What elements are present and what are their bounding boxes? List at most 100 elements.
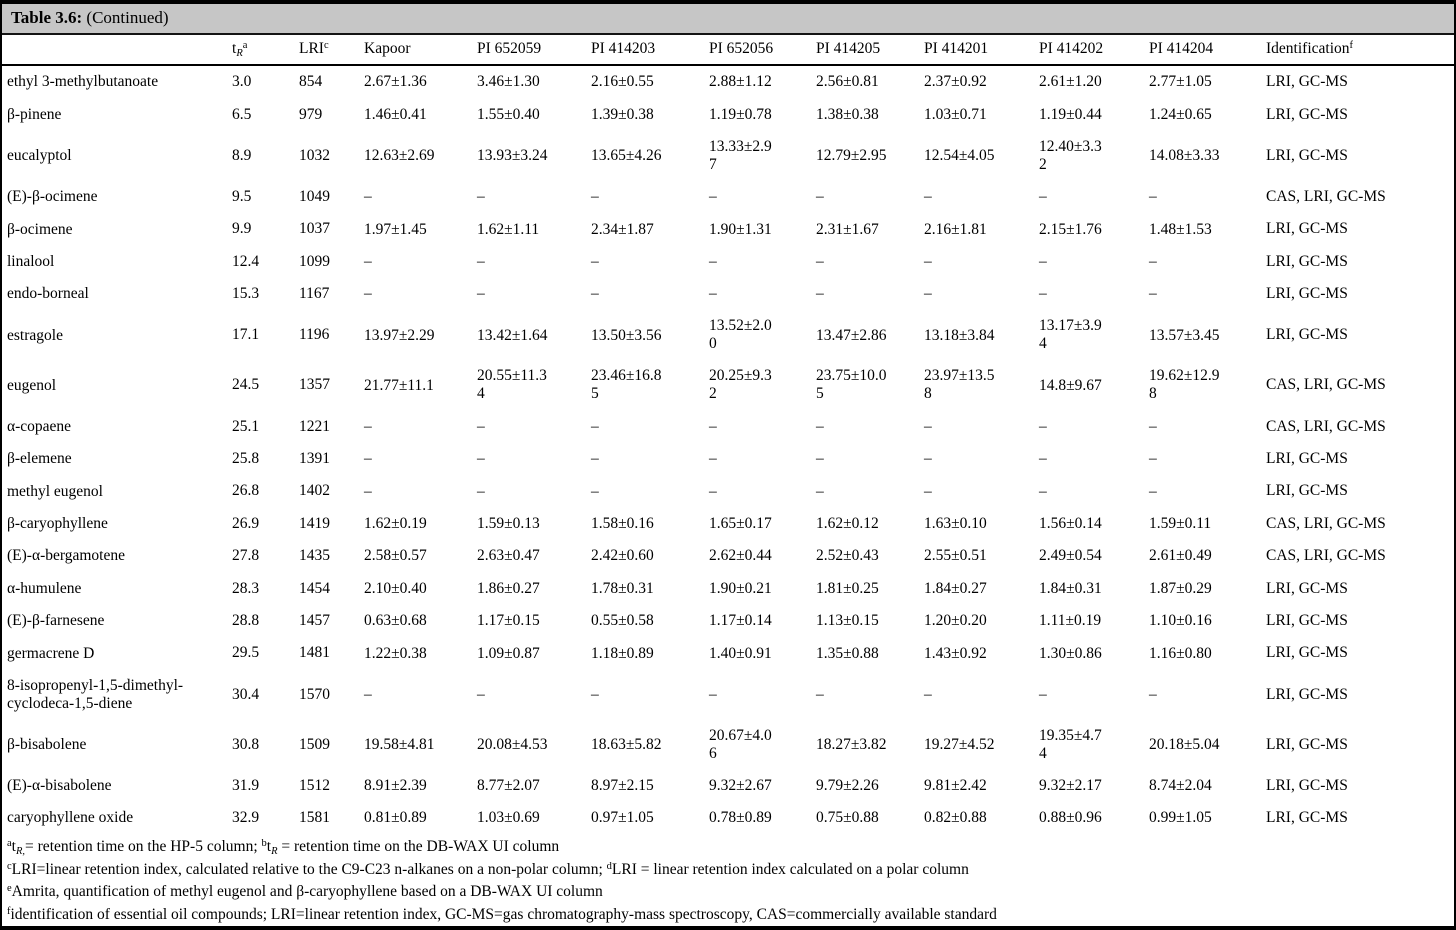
value-cell-pi-414205: 2.31±1.67 xyxy=(816,220,879,238)
value-cell-pi-414201: – xyxy=(924,417,932,435)
compound-name-cell: linalool xyxy=(7,253,55,271)
lri-cell: 1570 xyxy=(299,685,330,703)
value-cell-pi-414202: 9.32±2.17 xyxy=(1039,777,1102,795)
value-cell-kapoor: 19.58±4.81 xyxy=(364,735,435,753)
value-cell-pi-414201: 23.97±13.58 xyxy=(924,367,995,403)
identification-cell: LRI, GC-MS xyxy=(1266,776,1348,794)
column-header-pi-652056: PI 652056 xyxy=(704,35,811,66)
value-cell-pi-652056: 13.33±2.97 xyxy=(709,137,772,173)
value-cell-pi-652059: – xyxy=(477,188,485,206)
column-header-pi-414204: PI 414204 xyxy=(1144,35,1261,66)
value-cell-pi-414203: 1.58±0.16 xyxy=(591,515,654,533)
column-header-identification: Identificationf xyxy=(1261,35,1454,66)
value-cell-kapoor: – xyxy=(364,417,372,435)
identification-cell: LRI, GC-MS xyxy=(1266,482,1348,500)
identification-cell: LRI, GC-MS xyxy=(1266,220,1348,238)
column-header-pi-414205: PI 414205 xyxy=(811,35,919,66)
value-cell-pi-414204: – xyxy=(1149,417,1157,435)
lri-cell: 1049 xyxy=(299,187,330,205)
footnote: fidentification of essential oil compoun… xyxy=(7,905,997,923)
value-cell-pi-414204: – xyxy=(1149,285,1157,303)
value-cell-pi-414201: – xyxy=(924,450,932,468)
retention-time-cell: 12.4 xyxy=(232,252,260,270)
value-cell-pi-652059: 1.55±0.40 xyxy=(477,105,540,123)
compound-name-cell: (E)-β-farnesene xyxy=(7,612,105,630)
table-row: β-ocimene 9.9 1037 1.97±1.45 1.62±1.11 2.34±1… xyxy=(2,213,1454,245)
value-cell-pi-414204: – xyxy=(1149,482,1157,500)
value-cell-pi-414204: 20.18±5.04 xyxy=(1149,735,1220,753)
lri-cell: 1481 xyxy=(299,644,330,662)
value-cell-pi-414205: 2.52±0.43 xyxy=(816,547,879,565)
value-cell-pi-652056: – xyxy=(709,285,717,303)
value-cell-pi-652059: 1.62±1.11 xyxy=(477,220,540,238)
value-cell-pi-414202: – xyxy=(1039,685,1047,703)
value-cell-pi-414205: 1.35±0.88 xyxy=(816,644,879,662)
value-cell-pi-414201: 1.03±0.71 xyxy=(924,105,987,123)
value-cell-pi-414202: 0.88±0.96 xyxy=(1039,809,1102,827)
value-cell-pi-414201: 12.54±4.05 xyxy=(924,147,995,165)
value-cell-pi-652059: 3.46±1.30 xyxy=(477,73,540,91)
value-cell-pi-414205: 12.79±2.95 xyxy=(816,147,887,165)
value-cell-pi-414201: – xyxy=(924,482,932,500)
value-cell-kapoor: – xyxy=(364,285,372,303)
value-cell-pi-414202: 1.84±0.31 xyxy=(1039,579,1102,597)
value-cell-pi-414204: – xyxy=(1149,685,1157,703)
identification-cell: LRI, GC-MS xyxy=(1266,449,1348,467)
value-cell-pi-414201: 19.27±4.52 xyxy=(924,735,995,753)
lri-cell: 1512 xyxy=(299,776,330,794)
retention-time-cell: 9.5 xyxy=(232,187,252,205)
table-row: eucalyptol 8.9 1032 12.63±2.69 13.93±3.24 13.… xyxy=(2,131,1454,181)
lri-cell: 854 xyxy=(299,73,323,91)
lri-cell: 1509 xyxy=(299,735,330,753)
table-row: β-caryophyllene 26.9 1419 1.62±0.19 1.59±0.1… xyxy=(2,508,1454,540)
value-cell-pi-652056: 0.78±0.89 xyxy=(709,809,772,827)
value-cell-pi-414204: 14.08±3.33 xyxy=(1149,147,1220,165)
value-cell-pi-652056: 20.25±9.32 xyxy=(709,367,772,403)
value-cell-pi-414204: 19.62±12.98 xyxy=(1149,367,1220,403)
value-cell-pi-652059: – xyxy=(477,253,485,271)
compound-name-cell: (E)-α-bergamotene xyxy=(7,547,125,565)
value-cell-pi-652059: 2.63±0.47 xyxy=(477,547,540,565)
value-cell-pi-652056: – xyxy=(709,685,717,703)
value-cell-pi-414201: 1.20±0.20 xyxy=(924,612,987,630)
value-cell-pi-414204: – xyxy=(1149,253,1157,271)
retention-time-cell: 30.8 xyxy=(232,735,260,753)
value-cell-pi-652056: 1.90±0.21 xyxy=(709,579,772,597)
retention-time-cell: 29.5 xyxy=(232,644,260,662)
table-header: tRa LRIc Kapoor PI 652059 PI 414203 PI 652056… xyxy=(2,35,1454,66)
value-cell-pi-414205: 1.62±0.12 xyxy=(816,515,879,533)
column-header-kapoor: Kapoor xyxy=(359,35,472,66)
value-cell-pi-414205: – xyxy=(816,417,824,435)
value-cell-kapoor: 1.46±0.41 xyxy=(364,105,427,123)
value-cell-pi-414205: 2.56±0.81 xyxy=(816,73,879,91)
value-cell-pi-414203: 0.55±0.58 xyxy=(591,612,654,630)
value-cell-pi-414205: 23.75±10.05 xyxy=(816,367,887,403)
compound-name-cell: β-caryophyllene xyxy=(7,515,108,533)
retention-time-cell: 26.9 xyxy=(232,514,260,532)
identification-cell: LRI, GC-MS xyxy=(1266,735,1348,753)
footnote: cLRI=linear retention index, calculated … xyxy=(7,860,969,878)
table-row: (E)-α-bisabolene 31.9 1512 8.91±2.39 8.77±2.… xyxy=(2,770,1454,802)
table-row: linalool 12.4 1099 – – – – – – – – LRI, GC-MS xyxy=(2,246,1454,278)
identification-cell: LRI, GC-MS xyxy=(1266,285,1348,303)
value-cell-pi-414203: – xyxy=(591,482,599,500)
value-cell-pi-414203: 23.46±16.85 xyxy=(591,367,662,403)
value-cell-pi-414204: 1.87±0.29 xyxy=(1149,579,1212,597)
value-cell-pi-414201: – xyxy=(924,685,932,703)
value-cell-pi-414201: – xyxy=(924,285,932,303)
lri-cell: 1419 xyxy=(299,514,330,532)
value-cell-pi-414202: 13.17±3.94 xyxy=(1039,317,1102,353)
retention-time-cell: 25.1 xyxy=(232,417,260,435)
retention-time-cell: 32.9 xyxy=(232,809,260,827)
compound-name-cell: α-humulene xyxy=(7,579,82,597)
table-row: (E)-β-farnesene 28.8 1457 0.63±0.68 1.17±0.1… xyxy=(2,605,1454,637)
compound-name-cell: (E)-β-ocimene xyxy=(7,188,98,206)
lri-cell: 1454 xyxy=(299,579,330,597)
value-cell-pi-414203: 8.97±2.15 xyxy=(591,777,654,795)
value-cell-pi-414205: – xyxy=(816,450,824,468)
value-cell-pi-414204: 0.99±1.05 xyxy=(1149,809,1212,827)
identification-cell: CAS, LRI, GC-MS xyxy=(1266,417,1386,435)
value-cell-pi-414205: – xyxy=(816,482,824,500)
value-cell-pi-414203: – xyxy=(591,417,599,435)
table-row: β-bisabolene 30.8 1509 19.58±4.81 20.08±4.53… xyxy=(2,720,1454,770)
